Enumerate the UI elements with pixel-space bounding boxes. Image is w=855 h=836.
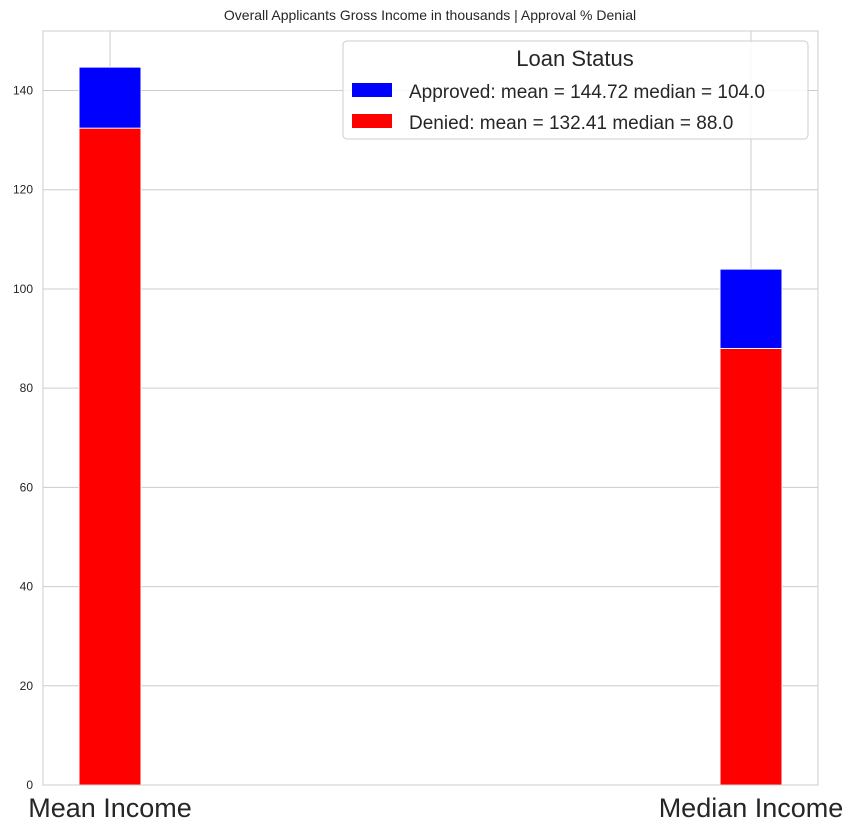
legend-swatch-1	[352, 114, 392, 128]
legend-label-0: Approved: mean = 144.72 median = 104.0	[409, 82, 765, 103]
x-tick-labels: Mean Income Median Income	[28, 793, 843, 823]
x-tick-label-0: Mean Income	[28, 793, 192, 823]
legend-swatch-0	[352, 83, 392, 97]
legend-entries: Approved: mean = 144.72 median = 104.0 De…	[352, 82, 765, 134]
y-tick-label-0: 0	[26, 778, 33, 792]
y-tick-label-1: 20	[20, 679, 34, 693]
legend-label-1: Denied: mean = 132.41 median = 88.0	[409, 113, 733, 134]
grid-layer	[43, 31, 818, 786]
legend-title: Loan Status	[516, 46, 633, 71]
y-tick-label-4: 80	[20, 381, 34, 395]
y-tick-label-2: 40	[20, 580, 34, 594]
y-tick-label-6: 120	[13, 183, 33, 197]
bar-series-1-1	[719, 347, 783, 786]
y-tick-label-3: 60	[20, 480, 34, 494]
bar-series-1-0	[78, 127, 142, 786]
x-tick-label-1: Median Income	[659, 793, 844, 823]
bars-layer	[78, 66, 783, 786]
y-tick-labels: 0 20 40 60 80 100 120 140	[13, 84, 33, 792]
y-tick-label-5: 100	[13, 282, 33, 296]
chart-title: Overall Applicants Gross Income in thous…	[224, 7, 636, 23]
legend-frame	[342, 40, 809, 140]
legend: Loan Status Approved: mean = 144.72 medi…	[342, 40, 809, 140]
plot-frame	[42, 30, 819, 786]
y-tick-label-7: 140	[13, 84, 33, 98]
